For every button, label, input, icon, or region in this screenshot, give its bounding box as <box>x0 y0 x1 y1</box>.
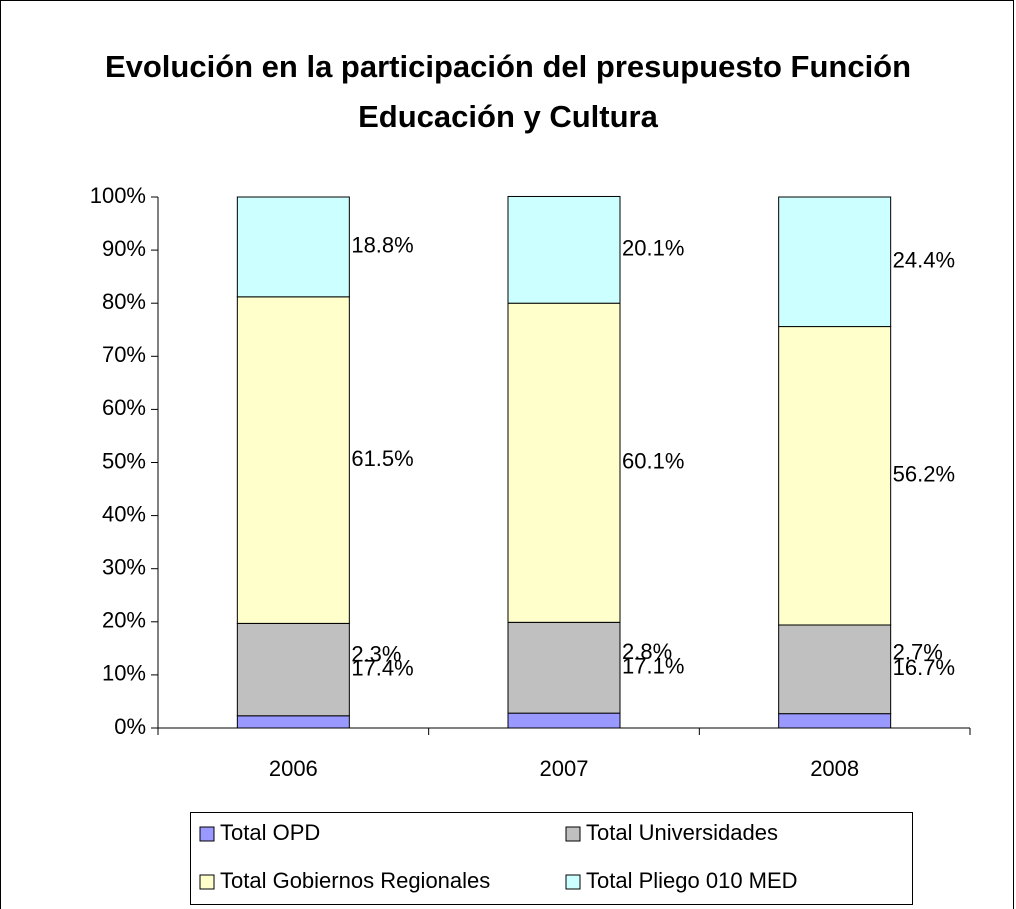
legend-label: Total Universidades <box>586 820 778 845</box>
legend-swatch <box>565 874 581 890</box>
data-label: 61.5% <box>351 446 413 471</box>
legend-label: Total Pliego 010 MED <box>586 868 798 893</box>
data-label: 20.1% <box>622 236 684 261</box>
data-label: 60.1% <box>622 449 684 474</box>
legend-box <box>190 812 913 905</box>
y-tick-label: 10% <box>102 661 146 686</box>
y-tick-label: 0% <box>114 714 146 739</box>
data-label: 24.4% <box>893 248 955 273</box>
legend-label: Total Gobiernos Regionales <box>220 868 490 893</box>
y-tick-label: 90% <box>102 236 146 261</box>
y-tick-label: 40% <box>102 501 146 526</box>
x-tick-label: 2008 <box>810 756 859 781</box>
data-label: 56.2% <box>893 462 955 487</box>
legend-label: Total OPD <box>220 820 320 845</box>
data-label: 17.4% <box>351 655 413 680</box>
y-tick-label: 80% <box>102 289 146 314</box>
legend-swatch <box>565 826 581 842</box>
chart-title: Evolución en la participación del presup… <box>104 49 912 134</box>
data-label: 17.1% <box>622 654 684 679</box>
bar-segment <box>778 624 892 715</box>
chart-title-box: Evolución en la participación del presup… <box>0 42 1016 142</box>
bar-segment <box>236 622 350 717</box>
y-tick-label: 70% <box>102 342 146 367</box>
data-label: 2.3% <box>351 642 401 667</box>
bar-segment <box>507 195 621 304</box>
bar-segment <box>507 621 621 714</box>
y-tick-label: 30% <box>102 555 146 580</box>
y-tick-label: 50% <box>102 448 146 473</box>
x-tick-label: 2007 <box>540 756 589 781</box>
legend-swatch <box>199 826 215 842</box>
bar-segment <box>778 326 892 626</box>
bar-segment <box>778 196 892 328</box>
y-tick-label: 100% <box>90 183 146 208</box>
data-label: 18.8% <box>351 233 413 258</box>
legend-swatch <box>199 874 215 890</box>
data-label: 2.7% <box>893 639 943 664</box>
bar-segment <box>236 196 350 298</box>
bar-segment <box>778 713 892 729</box>
y-tick-label: 60% <box>102 395 146 420</box>
bar-segment <box>236 715 350 729</box>
y-tick-label: 20% <box>102 608 146 633</box>
data-label: 16.7% <box>893 655 955 680</box>
bar-segment <box>507 712 621 729</box>
bar-segment <box>507 302 621 623</box>
data-label: 2.8% <box>622 639 672 664</box>
bar-segment <box>236 296 350 624</box>
x-tick-label: 2006 <box>269 756 318 781</box>
